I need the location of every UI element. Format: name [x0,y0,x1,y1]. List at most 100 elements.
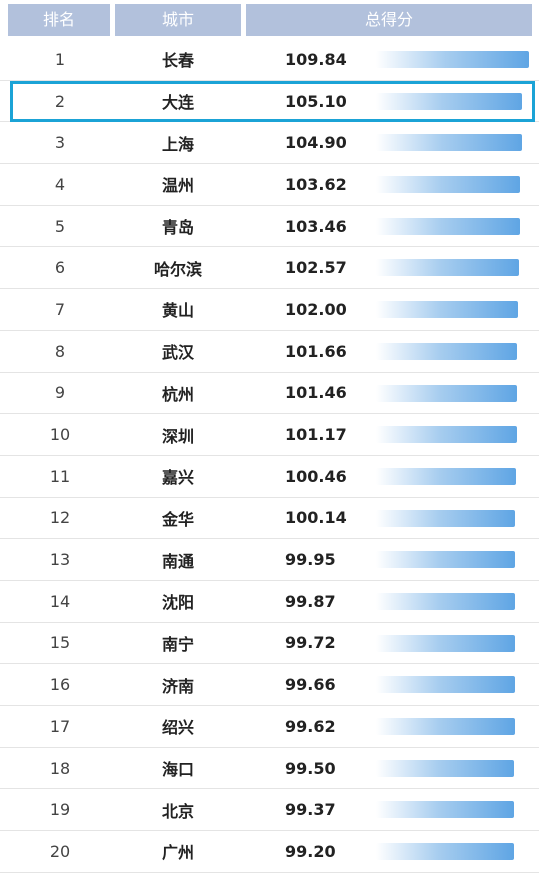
score-label: 99.37 [285,800,336,820]
score-label: 99.95 [285,550,336,570]
score-label: 101.46 [285,383,347,403]
city-label: 黄山 [161,301,194,321]
header-score: 总得分 [246,4,532,36]
score-bar [376,801,514,819]
score-bar [376,509,515,527]
score-label: 99.62 [285,716,336,736]
score-bar [376,426,517,444]
rank-label: 15 [49,633,71,653]
score-label: 99.66 [285,675,336,695]
score-bar [376,217,520,235]
rank-label: 13 [49,550,71,570]
city-label: 绍兴 [161,718,194,738]
table-row: 20 广州 99.20 [0,831,539,873]
score-label: 99.20 [285,841,336,861]
table-row: 13 南通 99.95 [0,539,539,581]
score-label: 99.87 [285,591,336,611]
city-label: 嘉兴 [161,468,194,488]
city-label: 深圳 [161,426,194,446]
score-label: 101.17 [285,425,347,445]
score-bar [376,342,517,360]
score-label: 99.50 [285,758,336,778]
city-label: 沈阳 [161,593,194,613]
rank-label: 16 [49,675,71,695]
rank-label: 11 [49,466,71,486]
rank-label: 14 [49,591,71,611]
score-bar [376,301,518,319]
score-label: 99.72 [285,633,336,653]
score-bar [376,92,522,110]
header-rank: 排名 [8,4,110,36]
header-city: 城市 [115,4,241,36]
score-bar [376,134,522,152]
score-bar [376,467,516,485]
table-row: 12 金华 100.14 [0,498,539,540]
score-label: 100.46 [285,466,347,486]
rank-label: 20 [49,841,71,861]
score-label: 102.57 [285,258,347,278]
score-bar [376,551,515,569]
rank-label: 8 [54,341,66,361]
table-row: 10 深圳 101.17 [0,414,539,456]
score-bar [376,843,514,861]
score-label: 105.10 [285,91,347,111]
rank-label: 18 [49,758,71,778]
rank-label: 6 [54,258,66,278]
rank-label: 4 [54,174,66,194]
table-row: 5 青岛 103.46 [0,206,539,248]
rank-label: 3 [54,133,66,153]
table-row: 4 温州 103.62 [0,164,539,206]
table-row: 8 武汉 101.66 [0,331,539,373]
score-label: 104.90 [285,133,347,153]
score-bar [376,176,520,194]
table-row: 9 杭州 101.46 [0,373,539,415]
rank-label: 1 [54,49,66,69]
city-label: 广州 [161,843,194,863]
score-bar [376,634,515,652]
score-bar [376,676,515,694]
score-bar [376,384,517,402]
table-row: 14 沈阳 99.87 [0,581,539,623]
score-bar [376,718,515,735]
city-label: 南通 [161,551,194,571]
table-header: 排名 城市 总得分 [0,4,539,36]
score-bar [376,592,515,610]
city-label: 南宁 [161,634,194,654]
city-label: 大连 [161,93,194,113]
city-label: 金华 [161,509,194,529]
rank-label: 2 [54,91,66,111]
score-label: 101.66 [285,341,347,361]
table-row: 18 海口 99.50 [0,748,539,790]
score-bar [376,259,519,277]
rank-label: 9 [54,383,66,403]
city-label: 温州 [161,176,194,196]
score-label: 100.14 [285,508,347,528]
table-row: 19 北京 99.37 [0,789,539,832]
table-row: 7 黄山 102.00 [0,289,539,331]
score-label: 103.46 [285,216,347,236]
city-label: 青岛 [161,218,194,238]
city-label: 长春 [161,51,194,71]
city-label: 上海 [161,134,194,154]
table-row: 1 长春 109.84 [0,39,539,81]
city-label: 海口 [161,760,194,780]
rank-label: 10 [49,425,71,445]
score-label: 103.62 [285,174,347,194]
score-label: 109.84 [285,49,347,69]
city-label: 北京 [161,801,194,821]
score-label: 102.00 [285,299,347,319]
city-label: 武汉 [161,343,194,363]
table-row: 11 嘉兴 100.46 [0,456,539,498]
table-row: 15 南宁 99.72 [0,623,539,665]
table-row: 2 大连 105.10 [0,81,539,123]
score-bar [376,759,514,777]
table-row: 6 哈尔滨 102.57 [0,247,539,290]
city-label: 杭州 [161,384,194,404]
table-row: 3 上海 104.90 [0,122,539,165]
rank-label: 7 [54,299,66,319]
table-row: 17 绍兴 99.62 [0,706,539,748]
city-label: 哈尔滨 [153,259,202,279]
rank-label: 17 [49,716,71,736]
score-bar [376,51,529,68]
city-label: 济南 [161,676,194,696]
